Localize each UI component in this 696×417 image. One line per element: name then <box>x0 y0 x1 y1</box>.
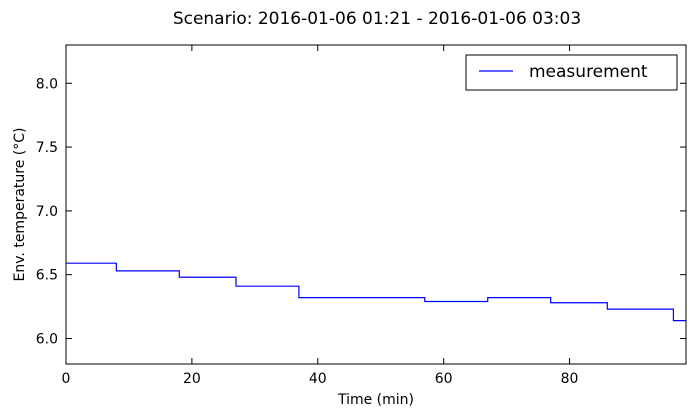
x-axis-label: Time (min) <box>337 392 414 408</box>
x-tick-label: 80 <box>561 371 579 387</box>
y-axis-ticks: 6.0 6.5 7.0 7.5 8.0 <box>36 76 686 347</box>
y-tick-label: 6.0 <box>36 331 58 347</box>
x-tick-label: 40 <box>309 371 327 387</box>
series-line-measurement <box>66 262 686 322</box>
series-layer <box>66 262 686 322</box>
x-axis-ticks: 0 20 40 60 80 <box>62 45 579 387</box>
plot-frame <box>65 44 687 365</box>
legend: measurement <box>465 54 678 91</box>
y-tick-label: 7.5 <box>36 140 58 156</box>
x-tick-label: 20 <box>183 371 201 387</box>
chart-title: Scenario: 2016-01-06 01:21 - 2016-01-06 … <box>173 9 581 29</box>
x-tick-label: 0 <box>62 371 71 387</box>
legend-box <box>465 54 678 91</box>
y-tick-label: 7.0 <box>36 204 58 220</box>
y-tick-label: 6.5 <box>36 268 58 284</box>
legend-label-measurement: measurement <box>529 62 648 82</box>
y-tick-label: 8.0 <box>36 76 58 92</box>
y-axis-label: Env. temperature (°C) <box>12 128 28 282</box>
x-tick-label: 60 <box>435 371 453 387</box>
